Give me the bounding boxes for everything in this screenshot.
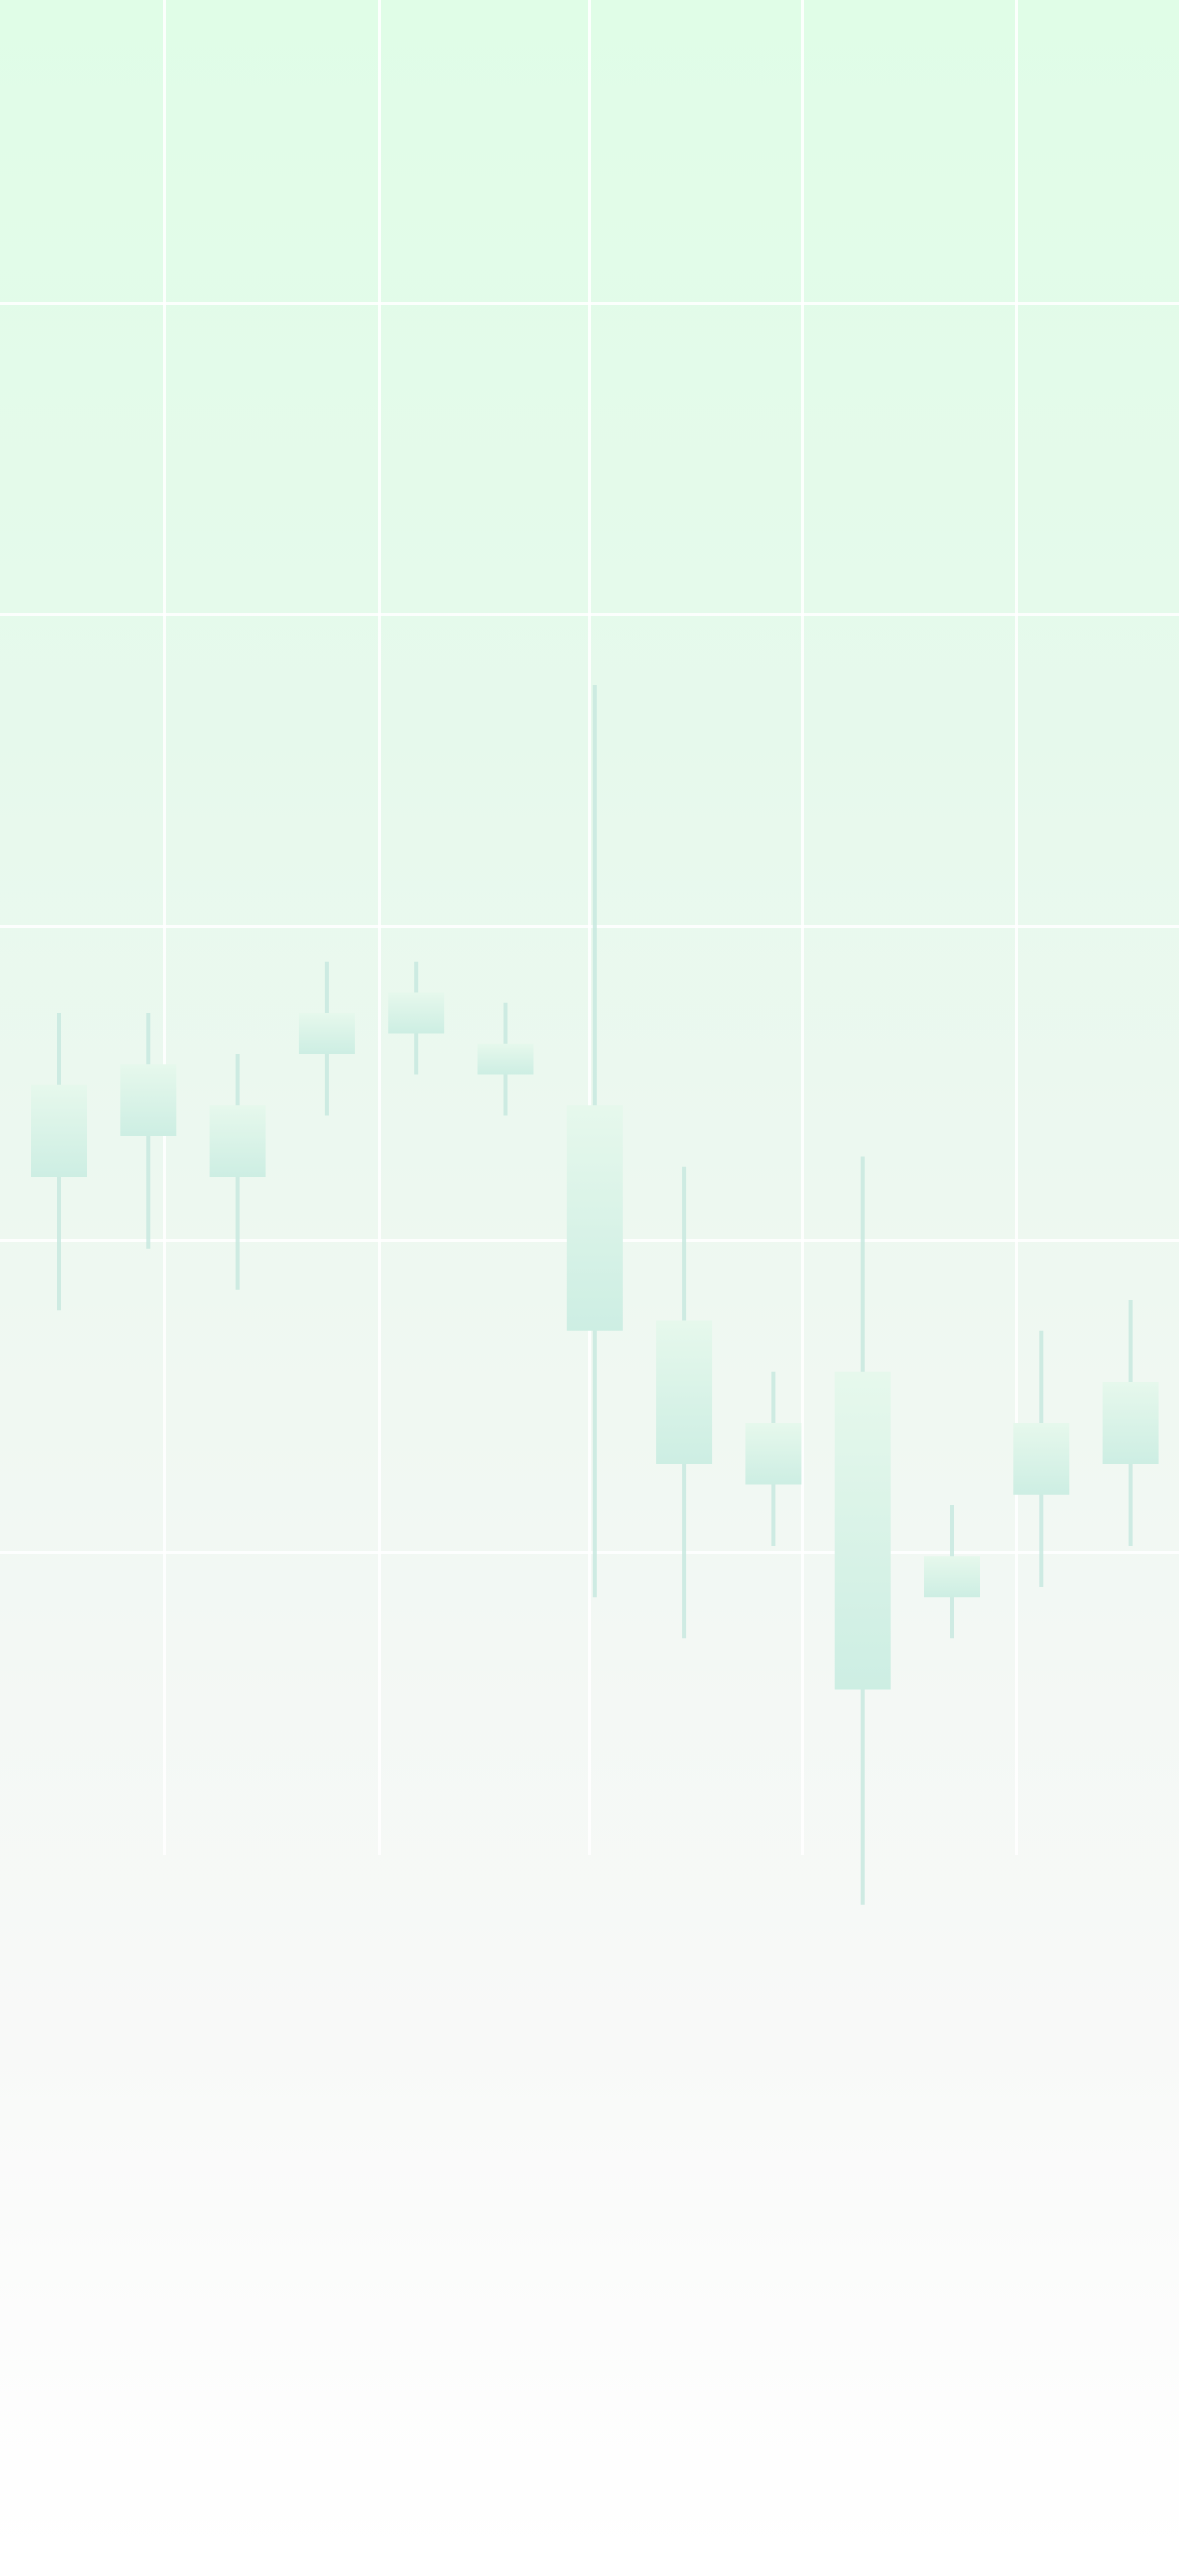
candle: [298, 961, 355, 1116]
candle: [1013, 1330, 1070, 1587]
candle: [566, 685, 623, 1598]
candle-body: [388, 992, 445, 1034]
candle-body: [924, 1556, 980, 1598]
candle-body: [745, 1423, 802, 1485]
candle: [834, 1156, 891, 1905]
grid-line-horizontal: [0, 302, 1179, 305]
candle-body: [298, 1013, 355, 1054]
candle: [656, 1166, 713, 1639]
candle: [924, 1505, 980, 1639]
candle: [388, 961, 445, 1075]
grid-line-horizontal: [0, 1551, 1179, 1554]
candle-body: [656, 1320, 713, 1464]
candle: [120, 1013, 177, 1249]
grid-line-horizontal: [0, 613, 1179, 616]
candle-body: [566, 1105, 623, 1331]
candle: [209, 1054, 266, 1290]
candle-body: [120, 1064, 177, 1136]
candle-body: [834, 1371, 891, 1690]
candle-body: [1102, 1382, 1159, 1464]
candle: [745, 1371, 802, 1546]
candle-body: [209, 1105, 266, 1177]
candle: [31, 1013, 87, 1311]
candle: [1102, 1300, 1159, 1546]
candle-body: [1013, 1423, 1070, 1495]
candle-body: [31, 1084, 87, 1177]
candle: [477, 1002, 534, 1116]
grid-line-horizontal: [0, 925, 1179, 928]
candle-body: [477, 1043, 534, 1075]
